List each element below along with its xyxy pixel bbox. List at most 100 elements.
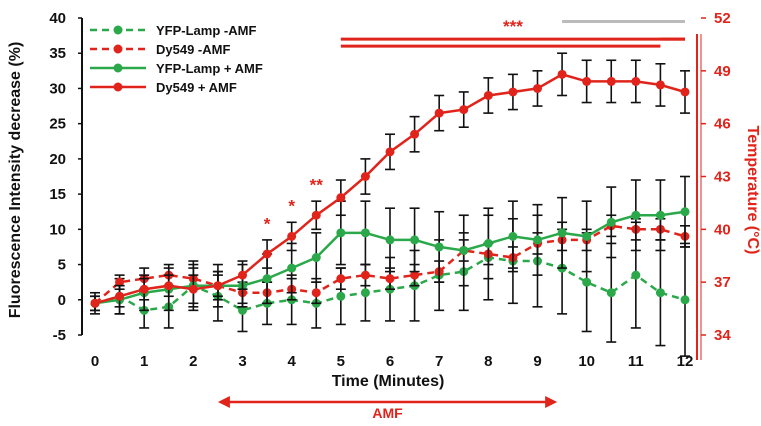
data-point	[262, 274, 272, 284]
data-point	[336, 274, 346, 284]
right-tick-label: 40	[714, 221, 731, 238]
data-point	[410, 235, 420, 245]
right-tick-label: 43	[714, 169, 731, 186]
data-point	[434, 108, 444, 118]
x-tick-label: 2	[189, 353, 197, 370]
data-point	[606, 288, 616, 298]
data-point	[213, 281, 223, 291]
data-point	[311, 253, 321, 263]
legend-marker	[113, 63, 123, 73]
y-tick-label: 15	[49, 186, 66, 203]
significance-asterisk: **	[310, 176, 324, 195]
data-point	[582, 231, 592, 241]
x-tick-label: 12	[677, 353, 694, 370]
series-group	[90, 52, 690, 357]
data-point	[139, 284, 149, 294]
legend-marker	[113, 44, 123, 54]
data-point	[311, 288, 321, 298]
data-point	[434, 242, 444, 252]
x-tick-label: 3	[238, 353, 246, 370]
data-point	[262, 249, 272, 259]
y-axis-title: Fluorescence Intensity decrease (%)	[7, 42, 24, 319]
amf-arrow-head-right	[545, 396, 558, 408]
data-point	[385, 235, 395, 245]
data-point	[336, 193, 346, 203]
annotations: *******	[264, 17, 523, 233]
data-point	[655, 80, 665, 90]
data-point	[360, 172, 370, 181]
data-point	[606, 76, 616, 86]
data-point	[631, 210, 641, 220]
x-tick-label: 6	[386, 353, 394, 370]
data-point	[459, 245, 469, 255]
data-point	[533, 235, 542, 245]
data-point	[655, 210, 665, 220]
data-point	[287, 263, 297, 273]
x-tick-label: 8	[484, 353, 492, 370]
data-point	[582, 277, 592, 287]
y-tick-label: 25	[49, 116, 66, 133]
data-point	[557, 69, 567, 79]
data-point	[115, 291, 125, 301]
right-tick-label: 34	[714, 327, 731, 344]
x-tick-label: 1	[140, 353, 148, 370]
data-point	[385, 147, 395, 157]
significance-asterisk: *	[264, 214, 271, 233]
y-tick-label: 35	[49, 45, 66, 62]
amf-label: AMF	[372, 405, 403, 421]
data-point	[483, 90, 493, 100]
legend: YFP-Lamp -AMF Dy549 -AMF YFP-Lamp + AMF Dy5…	[90, 23, 263, 95]
data-point	[582, 76, 592, 86]
right-tick-label: 49	[714, 63, 731, 80]
data-point	[680, 87, 690, 97]
data-point	[188, 284, 198, 294]
y-tick-label: 0	[58, 292, 66, 309]
right-tick-label: 37	[714, 274, 731, 291]
data-point	[631, 76, 641, 86]
data-point	[680, 295, 690, 305]
data-point	[533, 83, 542, 93]
data-point	[410, 270, 420, 280]
right-tick-label: 52	[714, 10, 731, 27]
y-tick-label: 10	[49, 221, 66, 238]
data-point	[655, 288, 665, 298]
data-point	[360, 288, 370, 298]
data-point	[90, 298, 100, 308]
data-point	[459, 105, 469, 115]
data-point	[311, 210, 321, 220]
data-point	[360, 270, 370, 280]
x-tick-label: 4	[287, 353, 296, 370]
data-point	[606, 217, 616, 227]
legend-label: Dy549 -AMF	[156, 42, 230, 57]
amf-period-indicator: AMF	[217, 396, 558, 421]
data-point	[115, 277, 125, 287]
legend-marker	[113, 25, 123, 35]
significance-asterisk: ***	[503, 17, 523, 36]
data-point	[360, 228, 370, 238]
significance-asterisk: *	[288, 197, 295, 216]
y-tick-label: 30	[49, 80, 66, 97]
x-axis-title: Time (Minutes)	[332, 373, 445, 390]
y-tick-label: 20	[49, 151, 66, 168]
y-tick-label: 40	[49, 10, 66, 27]
data-point	[508, 87, 518, 97]
y-tick-label: 5	[58, 257, 66, 274]
data-point	[238, 270, 247, 280]
data-point	[385, 274, 395, 284]
data-point	[680, 207, 690, 217]
data-point	[336, 291, 346, 301]
right-axis-title: Temperature (°C)	[744, 126, 761, 255]
data-point	[336, 228, 346, 238]
data-point	[557, 228, 567, 238]
x-tick-label: 9	[533, 353, 541, 370]
data-point	[631, 270, 641, 280]
legend-marker	[113, 82, 123, 92]
legend-label: YFP-Lamp -AMF	[156, 23, 256, 38]
x-tick-label: 10	[578, 353, 595, 370]
data-point	[287, 231, 297, 241]
data-point	[483, 238, 493, 248]
significance-bars	[340, 20, 685, 48]
